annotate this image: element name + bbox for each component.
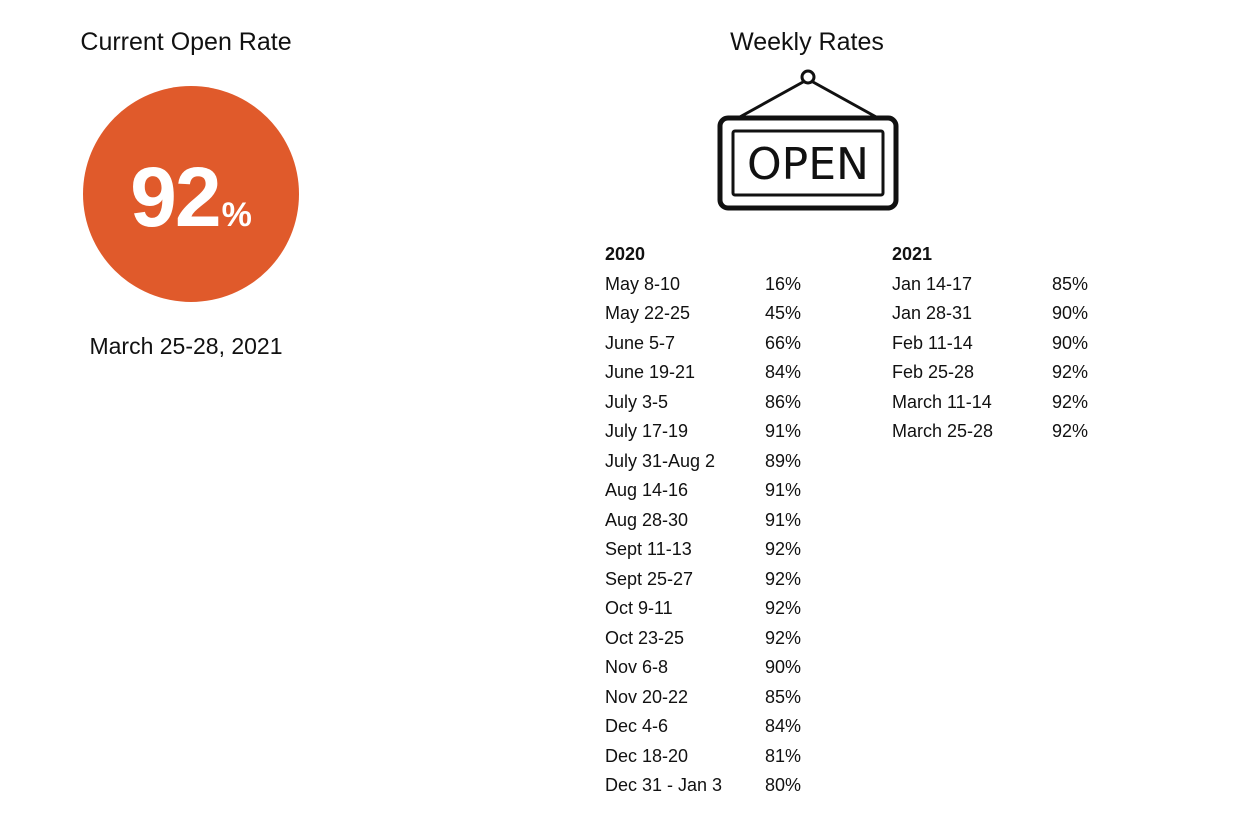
week-period: Nov 20-22: [605, 686, 689, 707]
week-period: Feb 11-14: [892, 332, 973, 353]
rate-row: June 5-7 66%: [605, 329, 801, 359]
rate-row: Dec 31 - Jan 3 80%: [605, 771, 801, 801]
rate-row: Sept 25-27 92%: [605, 565, 801, 595]
week-rate: 92%: [765, 598, 802, 618]
rate-row: Oct 23-25 92%: [605, 624, 801, 654]
rate-row: Feb 11-14 90%: [892, 329, 1088, 359]
week-rate: 90%: [1052, 332, 1089, 353]
week-rate: 84%: [765, 716, 802, 736]
week-period: Sept 25-27: [605, 568, 694, 589]
rate-row: Oct 9-11 92%: [605, 594, 801, 624]
week-rate: 91%: [765, 421, 802, 441]
week-rate: 89%: [765, 450, 802, 471]
rate-row: Nov 6-8 90%: [605, 653, 801, 683]
week-rate: 92%: [765, 627, 802, 648]
week-rate: 90%: [1052, 303, 1089, 323]
week-rate: 92%: [765, 539, 802, 559]
rate-row: July 3-5 86%: [605, 388, 801, 418]
rates-column-2021: 2021 Jan 14-17 85% Jan 28-31 90% Feb 11-14 90…: [892, 240, 1088, 447]
open-rate-circle: 92 %: [83, 86, 299, 302]
week-rate: 45%: [765, 303, 802, 323]
week-rate: 92%: [1052, 362, 1089, 382]
week-period: June 19-21: [605, 362, 696, 382]
week-period: Dec 4-6: [605, 716, 669, 736]
week-rate: 66%: [765, 332, 802, 353]
rate-row: July 17-19 91%: [605, 417, 801, 447]
week-rate: 80%: [765, 775, 802, 795]
current-open-rate-title: Current Open Rate: [80, 28, 292, 56]
week-period: Dec 31 - Jan 3: [605, 775, 723, 795]
rate-row: Feb 25-28 92%: [892, 358, 1088, 388]
week-rate: 85%: [765, 686, 802, 707]
open-rate-value: 92: [130, 150, 221, 244]
week-period: Dec 18-20: [605, 745, 689, 766]
week-rate: 92%: [1052, 391, 1089, 412]
rate-row: Aug 28-30 91%: [605, 506, 801, 536]
week-rate: 84%: [765, 362, 802, 382]
rate-row: Sept 11-13 92%: [605, 535, 801, 565]
week-period: Aug 28-30: [605, 509, 689, 530]
week-period: July 17-19: [605, 421, 689, 441]
rate-row: Dec 4-6 84%: [605, 712, 801, 742]
week-period: March 25-28: [892, 421, 994, 441]
rate-row: Jan 28-31 90%: [892, 299, 1088, 329]
week-period: May 22-25: [605, 303, 691, 323]
current-rate-date: March 25-28, 2021: [89, 333, 283, 359]
rate-row: May 8-10 16%: [605, 270, 801, 300]
rate-row: Dec 18-20 81%: [605, 742, 801, 772]
rate-row: May 22-25 45%: [605, 299, 801, 329]
week-rate: 92%: [765, 568, 802, 589]
week-rate: 85%: [1052, 273, 1089, 294]
week-rate: 90%: [765, 657, 802, 677]
rate-row: July 31-Aug 2 89%: [605, 447, 801, 477]
week-period: Aug 14-16: [605, 480, 689, 500]
week-rate: 92%: [1052, 421, 1089, 441]
year-heading: 2021: [892, 244, 933, 264]
week-period: July 3-5: [605, 391, 669, 412]
week-period: Feb 25-28: [892, 362, 975, 382]
week-period: March 11-14: [892, 391, 992, 412]
open-sign-text: OPEN: [747, 139, 869, 190]
week-rate: 91%: [765, 480, 802, 500]
week-period: Jan 28-31: [892, 303, 973, 323]
open-sign-icon: OPEN: [717, 69, 899, 211]
week-rate: 81%: [765, 745, 802, 766]
week-period: June 5-7: [605, 332, 676, 353]
week-period: Oct 9-11: [605, 598, 673, 618]
week-period: Jan 14-17: [892, 273, 973, 294]
rate-row: Aug 14-16 91%: [605, 476, 801, 506]
week-rate: 86%: [765, 391, 802, 412]
week-period: July 31-Aug 2: [605, 450, 716, 471]
week-rate: 16%: [765, 273, 802, 294]
week-period: Nov 6-8: [605, 657, 669, 677]
rate-row: March 25-28 92%: [892, 417, 1088, 447]
rate-row: Nov 20-22 85%: [605, 683, 801, 713]
week-period: May 8-10: [605, 273, 681, 294]
weekly-rates-title: Weekly Rates: [730, 28, 884, 56]
week-period: Oct 23-25: [605, 627, 685, 648]
rate-row: June 19-21 84%: [605, 358, 801, 388]
rate-row: Jan 14-17 85%: [892, 270, 1088, 300]
week-rate: 91%: [765, 509, 802, 530]
open-rate-unit: %: [221, 196, 252, 234]
week-period: Sept 11-13: [605, 539, 692, 559]
rates-column-2020: 2020 May 8-10 16% May 22-25 45% June 5-7 66% J…: [605, 240, 801, 801]
rate-row: March 11-14 92%: [892, 388, 1088, 418]
year-heading: 2020: [605, 244, 646, 264]
